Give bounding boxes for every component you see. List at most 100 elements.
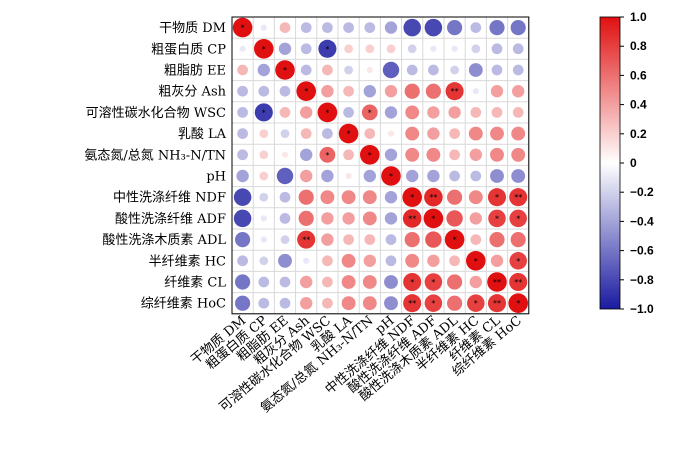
correlation-dot <box>366 66 373 74</box>
correlation-dot <box>363 169 376 183</box>
correlation-dot <box>279 107 291 118</box>
significance-mark: ** <box>493 278 501 287</box>
correlation-dot <box>300 106 313 119</box>
correlation-dot <box>509 188 528 207</box>
correlation-dot <box>466 250 486 271</box>
correlation-dot <box>468 63 483 77</box>
correlation-dot <box>490 254 504 267</box>
correlation-dot <box>509 272 528 292</box>
correlation-dot <box>384 191 398 204</box>
correlation-dot <box>423 208 444 229</box>
correlation-dot <box>364 22 376 33</box>
row-label: 氨态氮/总氮 NH₃-N/TN <box>84 148 226 163</box>
correlation-dot <box>341 275 356 289</box>
correlation-dot <box>259 150 269 160</box>
correlation-dot <box>425 231 442 248</box>
correlation-dot <box>300 148 313 161</box>
correlation-dot <box>259 192 269 202</box>
correlation-dot <box>279 297 291 309</box>
correlation-dot <box>468 190 483 205</box>
correlation-dot <box>280 235 290 244</box>
correlation-dot <box>449 128 460 139</box>
correlation-dot <box>491 107 503 118</box>
correlation-dot <box>470 170 482 182</box>
significance-mark: * <box>474 299 478 308</box>
correlation-dot <box>303 257 310 264</box>
correlation-dot <box>279 213 291 224</box>
heatmap-grid <box>231 16 530 315</box>
correlation-dot <box>321 233 334 246</box>
correlation-dot <box>259 129 269 138</box>
row-label: pH <box>206 170 226 185</box>
correlation-dot <box>300 22 312 33</box>
correlation-dot <box>278 253 292 268</box>
correlation-dot <box>296 81 317 101</box>
correlation-dot <box>297 230 316 249</box>
significance-mark: * <box>389 172 393 181</box>
significance-mark: * <box>368 151 372 160</box>
correlation-dot <box>343 149 354 161</box>
correlation-dot <box>490 147 504 162</box>
correlation-dot <box>405 126 420 141</box>
correlation-dot <box>444 229 465 250</box>
correlation-dot <box>471 44 481 54</box>
row-label: 酸性洗涤木质素 ADL <box>102 233 226 248</box>
correlation-dot <box>428 64 439 76</box>
correlation-dot <box>300 43 312 55</box>
correlation-dot <box>512 107 524 118</box>
correlation-dot <box>235 274 251 290</box>
row-labels: 干物质 DM 粗蛋白质 CP 粗脂肪 EE 粗灰分 Ash 可溶性碳水化合物 WSC 乳酸… <box>84 21 226 312</box>
colorbar: 1.0 0.8 0.6 0.4 0.2 0 −0.2 −0.4 −0.6 −0.8 −1.0 <box>599 10 654 316</box>
correlation-dot <box>510 20 526 36</box>
significance-mark: * <box>304 87 308 96</box>
heatmap-cells: ** *** *** * *** *** ** * **** * * *** ** ** * ** **** * *… <box>232 17 528 314</box>
significance-mark: * <box>495 214 499 223</box>
correlation-dot <box>447 20 463 36</box>
significance-mark: * <box>453 236 457 245</box>
correlation-dot <box>259 171 269 181</box>
significance-mark: * <box>516 214 520 223</box>
correlation-dot <box>300 169 313 183</box>
correlation-dot <box>447 189 463 205</box>
correlation-dot <box>322 22 333 33</box>
colorbar-tick-label: −1.0 <box>630 302 654 316</box>
correlation-dot <box>489 20 505 36</box>
correlation-dot <box>490 169 504 183</box>
correlation-dot <box>384 275 398 289</box>
correlation-dot <box>237 64 248 76</box>
correlation-dot <box>449 170 460 182</box>
correlation-dot <box>491 43 503 55</box>
colorbar-gradient <box>599 16 621 310</box>
significance-mark: ** <box>302 236 310 245</box>
correlation-dot <box>382 61 400 79</box>
correlation-dot <box>406 64 418 76</box>
correlation-dot <box>319 146 336 163</box>
heatmap-border <box>231 16 530 315</box>
correlation-dot <box>387 130 395 137</box>
correlation-dot <box>450 65 459 75</box>
significance-mark: * <box>262 45 266 54</box>
correlation-dot <box>511 126 526 141</box>
correlation-dot <box>235 295 251 311</box>
correlation-dot <box>451 45 458 52</box>
correlation-dot <box>384 106 398 119</box>
colorbar-tick-label: −0.6 <box>630 244 654 258</box>
correlation-dot <box>276 167 294 185</box>
correlation-dot <box>511 147 526 162</box>
correlation-dot <box>447 295 463 311</box>
correlation-dot <box>425 83 441 99</box>
correlation-dot <box>385 234 397 245</box>
correlation-dot <box>362 190 377 205</box>
correlation-dot <box>321 212 334 225</box>
significance-mark: * <box>368 108 372 117</box>
correlation-dot <box>258 85 270 97</box>
correlation-dot <box>322 297 333 309</box>
significance-mark: * <box>474 257 478 266</box>
correlation-dot <box>381 166 401 186</box>
correlation-dot <box>300 64 312 76</box>
row-label: 乳酸 LA <box>178 127 227 142</box>
significance-mark: ** <box>429 193 437 202</box>
correlation-dot <box>512 64 524 76</box>
